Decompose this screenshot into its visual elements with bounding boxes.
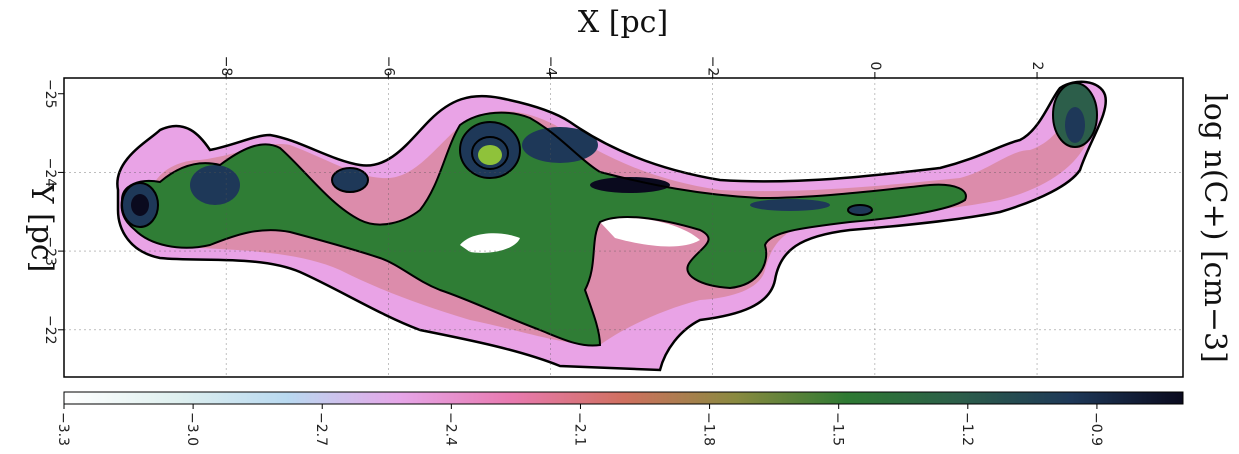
core-central-peak [478, 145, 502, 165]
grid-lines [64, 78, 1183, 377]
core-ridge [590, 177, 670, 193]
colorbar-tick-label: −2.1 [571, 412, 587, 446]
y-tick-label: −25 [42, 79, 58, 109]
contour-core-east [847, 204, 873, 216]
axis-ticks: −8 −6 −4 −2 0 2 −25 −24 −23 −22 [42, 56, 1045, 345]
void-west [460, 233, 520, 253]
y-tick-label: −22 [42, 315, 58, 345]
x-tick-label: −6 [380, 56, 396, 77]
colorbar-tick-label: −2.7 [313, 412, 329, 446]
y-axis-title: Y [pc] [24, 183, 59, 273]
colorbar-tick-label: −3.0 [184, 412, 200, 446]
contour-outer [116, 80, 1108, 372]
colorbar-tick-label: −1.2 [959, 412, 975, 446]
colorbar-tick-label: −2.4 [442, 412, 458, 446]
core-west-peak [131, 194, 149, 216]
core-tip-peak [1065, 107, 1085, 143]
x-tick-label: 0 [867, 62, 883, 71]
contour-core-north [331, 167, 369, 193]
x-tick-label: −8 [218, 56, 234, 77]
x-tick-label: −4 [543, 56, 559, 77]
x-tick-label: 2 [1029, 62, 1045, 71]
plot-frame [63, 77, 1184, 378]
x-tick-label: −2 [705, 56, 721, 77]
density-map [116, 80, 1108, 372]
y-tick-label: −24 [42, 158, 58, 188]
colorbar-ticks: −3.3 −3.0 −2.7 −2.4 −2.1 −1.8 −1.5 −1.2 −0.9 [55, 404, 1104, 446]
core-northeast [522, 127, 598, 163]
green-filament [121, 112, 966, 346]
contour-core-central [459, 121, 521, 179]
colorbar [63, 391, 1184, 405]
contour-core-tip [1052, 82, 1098, 148]
colorbar-tick-label: −3.3 [55, 412, 71, 446]
colorbar-tick-label: −1.8 [701, 412, 717, 446]
contour-core-west [121, 182, 159, 228]
core-east-1 [750, 199, 830, 211]
contour-mid [120, 111, 967, 347]
core-north [332, 168, 368, 192]
colorbar-title: log n(C+) [cm−3] [1197, 93, 1232, 363]
x-axis-title: X [pc] [578, 5, 668, 40]
colorbar-tick-label: −0.9 [1088, 412, 1104, 446]
colorbar-tick-label: −1.5 [830, 412, 846, 446]
core-northwest [190, 165, 240, 205]
y-tick-label: −23 [42, 236, 58, 266]
void-east [600, 218, 700, 247]
core-east-2 [848, 205, 872, 215]
contour-core-central-inner [471, 136, 509, 170]
